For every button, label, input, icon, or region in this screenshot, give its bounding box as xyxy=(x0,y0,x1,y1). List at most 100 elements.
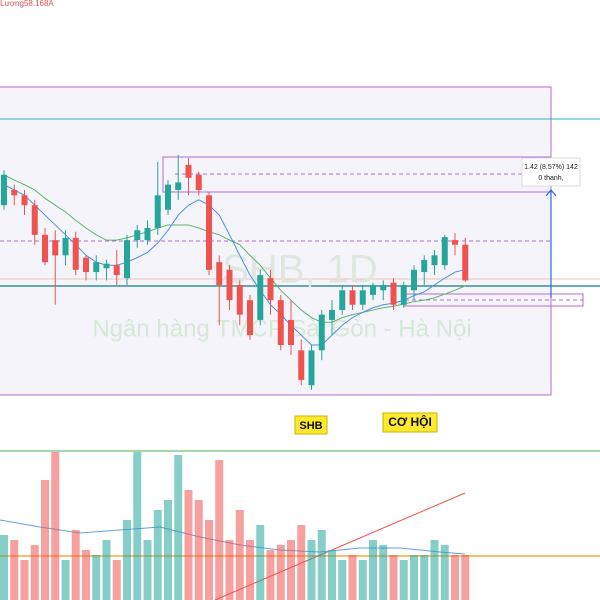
volume-bar xyxy=(71,530,80,600)
volume-bar xyxy=(215,460,224,600)
candle-body xyxy=(431,255,438,266)
volume-bar xyxy=(0,535,8,600)
candle-body xyxy=(83,257,89,273)
candle-body xyxy=(1,174,7,206)
volume-bar xyxy=(61,560,70,600)
volume-bar xyxy=(440,545,449,600)
candle-body xyxy=(257,275,264,320)
volume-bar xyxy=(82,550,90,600)
volume-bar xyxy=(451,555,459,600)
candle-body xyxy=(134,230,141,241)
volume-bar xyxy=(369,540,377,600)
volume-bar xyxy=(184,490,193,600)
price-group xyxy=(1,155,469,390)
candle-body xyxy=(400,284,407,305)
volume-bar xyxy=(20,560,29,600)
volume-bar xyxy=(30,545,39,600)
volume-bar xyxy=(389,555,398,600)
volume-bar xyxy=(92,555,101,600)
candle-body xyxy=(349,290,356,305)
volume-bar xyxy=(246,540,254,600)
candle-body xyxy=(288,319,294,346)
volume-bar xyxy=(379,545,388,600)
volume-bar xyxy=(194,500,203,600)
candle-body xyxy=(124,240,130,279)
volume-bar xyxy=(102,540,111,600)
candle-body xyxy=(216,262,223,285)
candle-body xyxy=(72,237,79,270)
volume-bar xyxy=(266,550,275,600)
volume-bar xyxy=(358,560,367,600)
opportunity-badge xyxy=(382,412,438,433)
volume-bar xyxy=(10,540,19,600)
volume-group xyxy=(0,452,470,600)
volume-bar xyxy=(164,500,172,600)
volume-bar xyxy=(410,555,418,600)
candle-body xyxy=(452,240,458,245)
volume-label: Lượng58.168A xyxy=(0,0,54,8)
moving-average xyxy=(3,184,466,346)
opportunity-label: CƠ HỘI xyxy=(388,414,432,429)
volume-bar xyxy=(399,560,408,600)
volume-bar xyxy=(235,510,244,600)
ticker-badge xyxy=(294,415,328,435)
moving-average xyxy=(3,174,466,323)
volume-bar xyxy=(174,455,183,600)
candle-body xyxy=(247,300,253,336)
candle-body xyxy=(154,195,161,228)
candle-body xyxy=(175,182,182,190)
candle-body xyxy=(462,244,469,281)
volume-bar xyxy=(328,550,336,600)
candle-body xyxy=(165,184,171,210)
candle-body xyxy=(308,350,315,386)
candle-body xyxy=(359,290,366,305)
candle-body xyxy=(31,205,38,235)
volume-bar xyxy=(143,540,152,600)
volume-bar xyxy=(205,520,213,600)
volume-bar xyxy=(307,540,316,600)
volume-bar xyxy=(287,540,295,600)
volume-bar xyxy=(297,525,306,600)
volume-bar xyxy=(41,480,49,600)
candle-body xyxy=(339,290,346,311)
volume-bar xyxy=(276,545,285,600)
candle-body xyxy=(62,237,69,256)
measure-text: 1.42 (8.57%) 142 xyxy=(524,164,578,171)
volume-bar xyxy=(133,452,142,600)
candle-body xyxy=(298,350,305,380)
volume-bar xyxy=(348,555,357,600)
candle-body xyxy=(390,282,397,305)
volume-bar xyxy=(430,540,439,600)
candle-body xyxy=(206,195,212,270)
candle-body xyxy=(52,240,59,256)
volume-bar xyxy=(338,560,347,600)
candle-body xyxy=(42,234,48,263)
candle-body xyxy=(113,265,120,276)
volume-bar xyxy=(112,560,121,600)
candle-body xyxy=(103,263,110,269)
candle-body xyxy=(11,189,18,196)
volume-bar xyxy=(256,525,265,600)
candle-body xyxy=(144,227,151,241)
volume-bar xyxy=(123,520,131,600)
candle-body xyxy=(380,284,387,291)
candle-body xyxy=(318,314,325,351)
candle-body xyxy=(441,237,448,266)
volume-bar xyxy=(420,555,429,600)
candle-body xyxy=(277,300,284,346)
volume-bar xyxy=(461,555,470,600)
volume-bar xyxy=(225,540,234,600)
candle-body xyxy=(421,259,428,273)
volume-bar xyxy=(317,530,326,600)
candle-body xyxy=(370,284,376,295)
volume-bar xyxy=(51,452,60,600)
candle-body xyxy=(226,269,233,301)
candle-body xyxy=(185,164,192,178)
candle-body xyxy=(93,262,100,273)
measure-box xyxy=(521,157,581,187)
measure-bars: 0 thanh, xyxy=(538,175,563,182)
candle-body xyxy=(267,278,274,301)
ticker-label: SHB xyxy=(299,420,322,432)
watermark-ticker: SHB, 1D xyxy=(222,248,378,292)
